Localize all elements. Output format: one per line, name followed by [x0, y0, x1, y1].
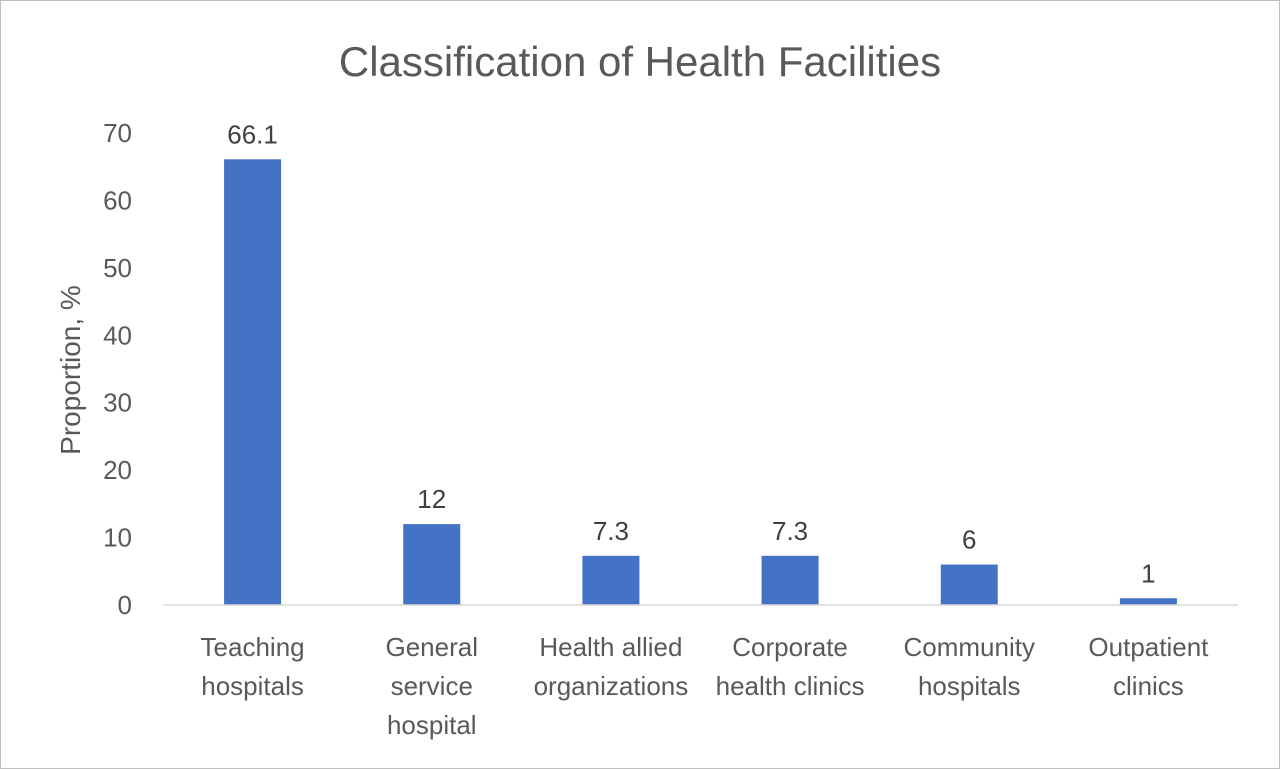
data-label: 6 [962, 525, 976, 555]
y-tick-label: 50 [103, 253, 132, 283]
x-category-label: clinics [1113, 671, 1184, 701]
bar [940, 564, 998, 605]
x-category-label: General [386, 632, 479, 662]
y-tick-label: 70 [103, 118, 132, 148]
x-category-label: service [391, 671, 473, 701]
bar [224, 159, 282, 605]
x-category-label: Corporate [732, 632, 848, 662]
y-tick-label: 40 [103, 320, 132, 350]
x-category-label: Outpatient [1088, 632, 1209, 662]
data-label: 7.3 [593, 516, 629, 546]
bars-group [224, 159, 1177, 605]
data-label: 12 [417, 484, 446, 514]
y-tick-label: 20 [103, 455, 132, 485]
y-axis-label: Proportion, % [55, 285, 86, 455]
bar [761, 555, 819, 605]
x-category-label: Health allied [539, 632, 682, 662]
y-axis-ticks: 0 10 20 30 40 50 60 70 [103, 118, 132, 620]
data-label: 7.3 [772, 516, 808, 546]
data-labels-group: 66.1 12 7.3 7.3 6 1 [227, 119, 1155, 588]
bar [1119, 598, 1177, 605]
data-label: 66.1 [227, 119, 278, 149]
y-tick-label: 30 [103, 388, 132, 418]
x-category-label: Teaching [201, 632, 305, 662]
bar [403, 524, 461, 605]
data-label: 1 [1141, 558, 1155, 588]
x-category-label: Community [904, 632, 1035, 662]
bar [582, 555, 640, 605]
x-category-label: hospitals [201, 671, 304, 701]
x-category-label: hospitals [918, 671, 1021, 701]
x-axis-categories: Teaching hospitals General service hospital H… [201, 632, 1210, 740]
y-tick-label: 0 [118, 590, 132, 620]
x-category-label: health clinics [716, 671, 865, 701]
x-category-label: organizations [534, 671, 689, 701]
x-category-label: hospital [387, 710, 477, 740]
chart-title: Classification of Health Facilities [339, 38, 941, 85]
y-tick-label: 10 [103, 523, 132, 553]
y-tick-label: 60 [103, 185, 132, 215]
